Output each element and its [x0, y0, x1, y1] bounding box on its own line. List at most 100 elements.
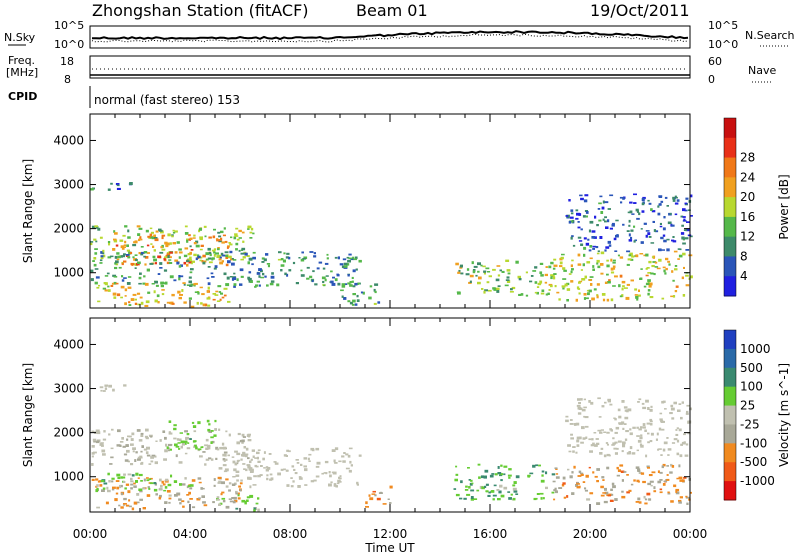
echo-cell — [658, 248, 662, 252]
echo-cell — [265, 253, 269, 256]
echo-cell — [138, 439, 143, 442]
echo-cell — [585, 436, 588, 439]
echo-cell — [573, 465, 576, 469]
echo-cell — [159, 262, 163, 265]
echo-cell — [637, 470, 641, 472]
echo-cell — [294, 472, 298, 475]
freq-panel: Freq. [MHz] 18 8 60 0 Nave — [6, 54, 776, 86]
echo-cell — [622, 285, 625, 288]
echo-cell — [667, 491, 670, 494]
echo-cell — [254, 285, 257, 288]
echo-cell — [216, 300, 221, 302]
echo-cell — [99, 484, 103, 487]
echo-cell — [475, 274, 478, 277]
echo-cell — [134, 267, 137, 269]
echo-cell — [347, 259, 351, 263]
echo-cell — [592, 268, 595, 271]
echo-cell — [568, 450, 572, 453]
echo-cell — [455, 473, 459, 476]
echo-cell — [146, 494, 151, 497]
echo-cell — [224, 454, 227, 457]
echo-cell — [188, 276, 192, 279]
echo-cell — [607, 281, 611, 284]
echo-cell — [678, 428, 682, 432]
echo-cell — [602, 298, 606, 302]
echo-cell — [174, 443, 178, 447]
echo-cell — [221, 481, 225, 485]
echo-cell — [619, 256, 624, 259]
echo-cell — [143, 448, 148, 451]
echo-cell — [165, 478, 169, 482]
echo-cell — [544, 281, 548, 284]
echo-cell — [121, 279, 125, 282]
echo-cell — [466, 268, 470, 271]
echo-cell — [148, 487, 151, 490]
echo-cell — [102, 287, 107, 290]
echo-cell — [186, 238, 189, 241]
echo-cell — [624, 438, 628, 441]
echo-cell — [685, 274, 689, 277]
echo-cell — [280, 269, 283, 272]
echo-cell — [610, 488, 613, 491]
echo-cell — [203, 504, 208, 507]
echo-cell — [285, 256, 289, 259]
echo-cell — [638, 428, 642, 431]
echo-cell — [668, 263, 671, 266]
echo-cell — [487, 494, 491, 497]
echo-cell — [566, 495, 569, 498]
echo-cell — [102, 249, 105, 253]
echo-cell — [492, 268, 496, 271]
echo-cell — [174, 230, 178, 233]
echo-cell — [126, 244, 129, 247]
echo-cell — [497, 285, 501, 287]
echo-cell — [257, 497, 260, 500]
echo-cell — [276, 283, 280, 287]
echo-cell — [247, 457, 250, 460]
echo-cell — [237, 497, 241, 500]
echo-cell — [541, 470, 545, 473]
echo-cell — [666, 465, 669, 467]
echo-cell — [202, 451, 206, 453]
echo-cell — [121, 437, 124, 440]
echo-cell — [649, 422, 653, 426]
echo-cell — [161, 248, 166, 251]
echo-cell — [97, 227, 101, 231]
echo-cell — [577, 236, 582, 239]
echo-cell — [617, 440, 622, 443]
echo-cell — [341, 285, 346, 288]
echo-cell — [585, 474, 589, 478]
echo-cell — [221, 260, 224, 263]
echo-cell — [188, 261, 192, 264]
echo-cell — [314, 283, 318, 286]
echo-cell — [525, 294, 529, 297]
echo-cell — [180, 264, 183, 267]
echo-cell — [348, 253, 352, 256]
echo-cell — [148, 478, 152, 480]
echo-cell — [337, 481, 342, 483]
echo-cell — [499, 474, 503, 477]
echo-region — [99, 384, 127, 392]
echo-cell — [674, 195, 677, 198]
echo-cell — [570, 437, 574, 440]
echo-cell — [170, 474, 173, 478]
echo-cell — [485, 267, 490, 270]
echo-cell — [679, 248, 682, 251]
echo-cell — [667, 492, 671, 495]
nsearch-tick-top: 10^5 — [708, 19, 738, 32]
echo-cell — [470, 497, 474, 501]
echo-cell — [216, 448, 220, 451]
echo-cell — [204, 463, 207, 466]
echo-cell — [130, 477, 133, 481]
echo-cell — [239, 439, 243, 443]
echo-cell — [244, 252, 248, 256]
echo-cell — [301, 251, 304, 254]
echo-cell — [150, 435, 153, 438]
echo-cell — [282, 259, 286, 263]
echo-cell — [685, 249, 690, 251]
echo-cell — [629, 428, 632, 431]
echo-cell — [94, 268, 99, 270]
echo-cell — [377, 301, 381, 304]
echo-cell — [107, 256, 112, 259]
echo-cell — [215, 446, 219, 450]
echo-cell — [257, 474, 261, 478]
